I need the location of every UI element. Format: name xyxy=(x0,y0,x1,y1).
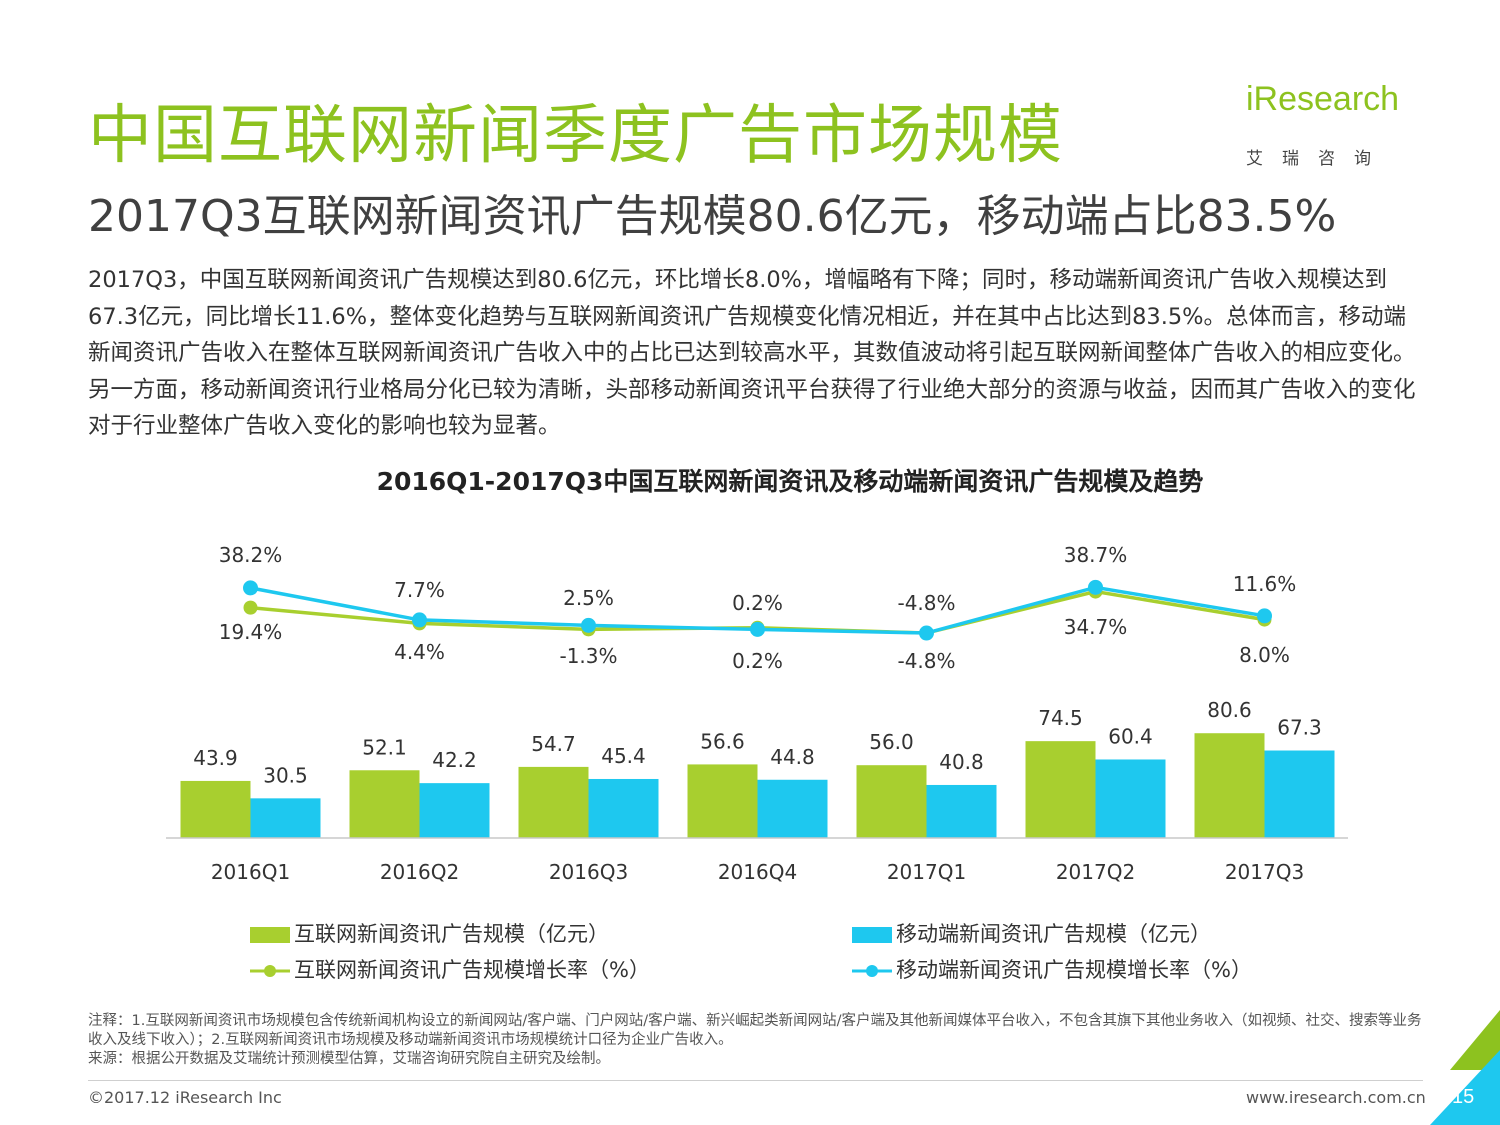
bar-label-mobile-2016Q2: 42.2 xyxy=(432,748,477,772)
bar-mobile-2017Q3 xyxy=(1264,750,1335,838)
chart-title: 2016Q1-2017Q3中国互联网新闻资讯及移动端新闻资讯广告规模及趋势 xyxy=(376,467,1204,496)
note-line-2: 来源：根据公开数据及艾瑞统计预测模型估算，艾瑞咨询研究院自主研究及绘制。 xyxy=(88,1051,610,1067)
bar-label-mobile-2017Q3: 67.3 xyxy=(1277,716,1322,740)
x-tick-label-2016Q2: 2016Q2 xyxy=(380,860,459,884)
legend-label-total: 互联网新闻资讯广告规模（亿元） xyxy=(294,922,609,946)
growth-label-mobile-2016Q2: 7.7% xyxy=(394,578,445,602)
x-tick-label-2017Q2: 2017Q2 xyxy=(1056,860,1135,884)
bar-label-mobile-2017Q1: 40.8 xyxy=(939,750,984,774)
legend-swatch-green-bar xyxy=(250,927,290,943)
bar-total-2016Q2 xyxy=(349,770,420,838)
bar-label-total-2016Q3: 54.7 xyxy=(531,732,576,756)
page-number: 15 xyxy=(1452,1086,1475,1108)
point-total-growth-2016Q1 xyxy=(243,600,258,615)
bar-total-2017Q2 xyxy=(1025,741,1096,838)
logo-subtext: 艾瑞咨询 xyxy=(1246,149,1390,169)
point-mobile-growth-2016Q3 xyxy=(581,617,596,633)
legend-swatch-blue-line xyxy=(852,965,892,977)
growth-label-total-2016Q1: 19.4% xyxy=(219,620,283,644)
bar-label-total-2017Q2: 74.5 xyxy=(1038,706,1083,730)
legend-label-mobile: 移动端新闻资讯广告规模（亿元） xyxy=(896,922,1211,946)
lines-layer xyxy=(243,579,1272,641)
x-tick-label-2016Q1: 2016Q1 xyxy=(211,860,290,884)
bar-total-2016Q1 xyxy=(180,780,251,838)
bar-label-mobile-2016Q3: 45.4 xyxy=(601,744,646,768)
x-tick-label-2016Q4: 2016Q4 xyxy=(718,860,797,884)
footer-copyright: ©2017.12 iResearch Inc xyxy=(88,1088,282,1107)
bar-label-mobile-2016Q1: 30.5 xyxy=(263,763,308,787)
legend-label-total-growth: 互联网新闻资讯广告规模增长率（%） xyxy=(294,958,650,982)
point-mobile-growth-2016Q4 xyxy=(750,621,765,637)
point-mobile-growth-2017Q1 xyxy=(919,625,934,641)
bar-mobile-2017Q1 xyxy=(926,784,997,838)
bar-label-total-2017Q1: 56.0 xyxy=(869,730,914,754)
growth-label-total-2017Q1: -4.8% xyxy=(897,649,955,673)
legend-item-total-growth: 互联网新闻资讯广告规模增长率（%） xyxy=(250,954,650,984)
growth-label-total-2017Q3: 8.0% xyxy=(1239,643,1290,667)
bar-label-total-2016Q4: 56.6 xyxy=(700,729,745,753)
bar-mobile-2017Q2 xyxy=(1095,759,1166,838)
bar-mobile-2016Q1 xyxy=(250,798,321,838)
growth-label-mobile-2017Q2: 38.7% xyxy=(1064,543,1128,567)
footer-divider xyxy=(88,1080,1423,1081)
legend-item-mobile-growth: 移动端新闻资讯广告规模增长率（%） xyxy=(852,954,1252,984)
bar-total-2017Q1 xyxy=(856,765,927,838)
bar-mobile-2016Q4 xyxy=(757,779,828,838)
growth-label-total-2016Q2: 4.4% xyxy=(394,640,445,664)
footer-website: www.iresearch.com.cn xyxy=(1246,1088,1426,1107)
page-subtitle: 2017Q3互联网新闻资讯广告规模80.6亿元，移动端占比83.5% xyxy=(88,191,1337,242)
bar-label-mobile-2017Q2: 60.4 xyxy=(1108,724,1153,748)
labels-layer: 43.9 30.5 2016Q1 52.1 42.2 2016Q2 54.7 45.4 2016… xyxy=(193,543,1322,884)
x-tick-label-2017Q1: 2017Q1 xyxy=(887,860,966,884)
point-mobile-growth-2016Q1 xyxy=(243,580,258,596)
bar-label-mobile-2016Q4: 44.8 xyxy=(770,745,815,769)
legend-label-mobile-growth: 移动端新闻资讯广告规模增长率（%） xyxy=(896,958,1252,982)
growth-label-total-2016Q3: -1.3% xyxy=(559,644,617,668)
growth-label-mobile-2017Q1: -4.8% xyxy=(897,591,955,615)
legend-item-mobile: 移动端新闻资讯广告规模（亿元） xyxy=(852,918,1211,948)
bar-label-total-2016Q2: 52.1 xyxy=(362,735,407,759)
growth-label-total-2016Q4: 0.2% xyxy=(732,649,783,673)
x-tick-label-2017Q3: 2017Q3 xyxy=(1225,860,1304,884)
growth-label-mobile-2016Q3: 2.5% xyxy=(563,586,614,610)
page-title: 中国互联网新闻季度广告市场规模 xyxy=(88,99,1063,173)
corner-decoration xyxy=(1430,1010,1500,1125)
bar-mobile-2016Q3 xyxy=(588,778,659,838)
point-mobile-growth-2017Q3 xyxy=(1257,608,1272,624)
growth-label-mobile-2016Q4: 0.2% xyxy=(732,591,783,615)
bar-total-2016Q4 xyxy=(687,764,758,838)
point-mobile-growth-2017Q2 xyxy=(1088,579,1103,595)
bar-label-total-2017Q3: 80.6 xyxy=(1207,698,1252,722)
summary-paragraph: 2017Q3，中国互联网新闻资讯广告规模达到80.6亿元，环比增长8.0%，增幅… xyxy=(88,267,1416,439)
point-mobile-growth-2016Q2 xyxy=(412,612,427,628)
x-tick-label-2016Q3: 2016Q3 xyxy=(549,860,628,884)
bars-layer xyxy=(180,733,1335,838)
iresearch-logo: iResearch 艾瑞咨询 xyxy=(1238,80,1438,172)
growth-label-mobile-2017Q3: 11.6% xyxy=(1233,572,1297,596)
legend-item-total: 互联网新闻资讯广告规模（亿元） xyxy=(250,918,609,948)
note-line-1: 注释：1.互联网新闻资讯市场规模包含传统新闻机构设立的新闻网站/客户端、门户网站… xyxy=(88,1013,1422,1048)
growth-label-mobile-2016Q1: 38.2% xyxy=(219,543,283,567)
growth-label-total-2017Q2: 34.7% xyxy=(1064,615,1128,639)
notes: 注释：1.互联网新闻资讯市场规模包含传统新闻机构设立的新闻网站/客户端、门户网站… xyxy=(88,1012,1428,1069)
bar-mobile-2016Q2 xyxy=(419,783,490,838)
bar-total-2017Q3 xyxy=(1194,733,1265,838)
bar-total-2016Q3 xyxy=(518,766,589,838)
bar-label-total-2016Q1: 43.9 xyxy=(193,746,238,770)
legend-swatch-green-line xyxy=(250,965,290,977)
logo-text: iResearch xyxy=(1246,80,1400,118)
legend-swatch-blue-bar xyxy=(852,927,892,943)
